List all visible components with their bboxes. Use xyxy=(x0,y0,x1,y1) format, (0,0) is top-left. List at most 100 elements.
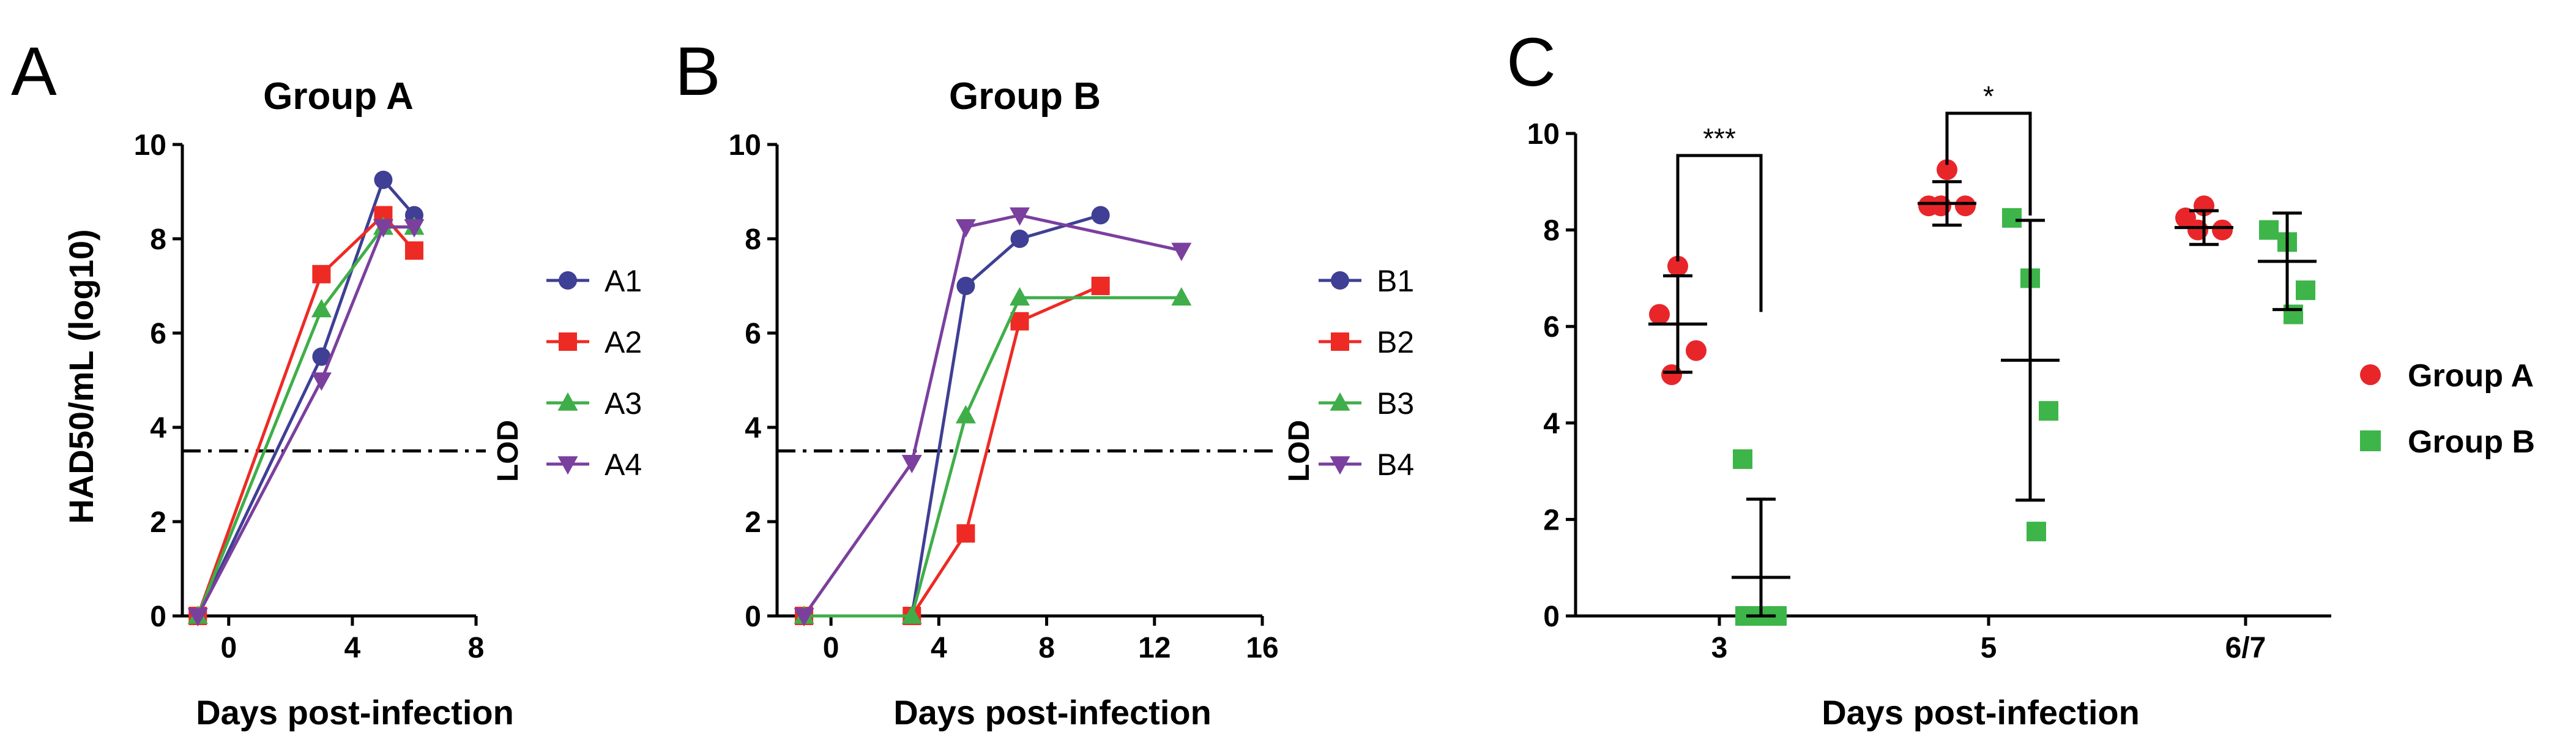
y-tick-label: 8 xyxy=(745,223,761,256)
y-tick-label: 6 xyxy=(745,318,761,350)
legend-label-b1: B1 xyxy=(1377,264,1414,298)
data-point-a4 xyxy=(187,608,208,627)
x-axis-label: Days post-infection xyxy=(1822,693,2140,732)
x-tick-label: 4 xyxy=(344,632,361,664)
data-point-b1 xyxy=(1091,206,1110,225)
y-tick-label: 8 xyxy=(150,223,166,256)
x-axis-label: Days post-infection xyxy=(893,693,1212,732)
legend-label-b2: B2 xyxy=(1377,325,1414,359)
x-tick-label: 0 xyxy=(220,632,237,664)
data-point-b4 xyxy=(794,608,814,627)
legend-marker-b3 xyxy=(1330,392,1350,411)
legend-marker-a3 xyxy=(557,392,578,411)
data-point-a4 xyxy=(311,372,332,391)
significance-bracket xyxy=(1945,111,2032,216)
panel-b-group-b-chart: Group B 0 2 4 6 8 10 0 4 8 12 16 Days post-infection… xyxy=(729,75,1415,732)
y-tick-label: 4 xyxy=(1543,408,1560,440)
series-line-a3 xyxy=(196,225,414,617)
data-point-group-a xyxy=(2212,219,2233,241)
y-tick-label: 4 xyxy=(150,412,166,445)
data-point-group-b xyxy=(2259,220,2279,240)
y-tick-label: 0 xyxy=(150,601,166,633)
series-line-a4 xyxy=(196,225,414,617)
chart-title: Group B xyxy=(949,75,1101,118)
data-point-group-a xyxy=(1649,304,1670,325)
data-point-group-b xyxy=(2039,401,2058,421)
data-point-a4 xyxy=(404,219,425,238)
panel-c-group-comparison-chart: 0 2 4 6 8 10 3 5 6/7 Days post-infection Group A Gr… xyxy=(1527,80,2535,732)
legend-label-group-b: Group B xyxy=(2408,424,2535,460)
data-point-group-a xyxy=(1937,159,1957,181)
legend-label-a4: A4 xyxy=(605,448,642,482)
data-point-a3 xyxy=(311,299,332,318)
data-point-group-a xyxy=(1686,340,1707,361)
x-tick-label: 0 xyxy=(823,632,839,664)
chart-title: Group A xyxy=(263,75,414,118)
y-tick-label: 2 xyxy=(745,506,761,539)
y-tick-label: 10 xyxy=(134,129,166,162)
series-line-a2 xyxy=(196,212,415,617)
legend-marker-b1 xyxy=(1331,271,1349,290)
legend-marker-b4 xyxy=(1330,456,1350,475)
x-tick-label: 16 xyxy=(1246,632,1278,664)
legend-label-b3: B3 xyxy=(1377,386,1414,421)
data-point-a2 xyxy=(404,241,423,260)
x-tick-label: 4 xyxy=(931,632,947,664)
x-tick-label: 8 xyxy=(468,632,485,664)
data-point-group-a xyxy=(1955,195,1976,217)
legend-label-a2: A2 xyxy=(605,325,642,359)
legend-marker-group-b xyxy=(2360,430,2381,451)
y-tick-label: 2 xyxy=(1543,504,1560,536)
series-line-b3 xyxy=(804,296,1182,618)
y-axis-label: HAD50/mL (log10) xyxy=(62,229,100,523)
lod-label: LOD xyxy=(1283,420,1316,482)
x-tick-label: 8 xyxy=(1038,632,1055,664)
panel-label-b: B xyxy=(675,33,721,110)
data-point-group-b xyxy=(2002,208,2022,228)
data-point-b1 xyxy=(956,277,975,295)
significance-bracket xyxy=(1676,154,1763,312)
data-point-b4 xyxy=(955,219,976,238)
data-point-group-b xyxy=(2027,522,2046,542)
data-point-group-b xyxy=(1733,449,1752,469)
legend-label-a3: A3 xyxy=(605,386,642,421)
panel-a-group-a-chart: Group A 0 2 4 6 8 10 0 4 8 Days post-infection LOD A… xyxy=(62,75,642,732)
legend-marker-group-a xyxy=(2360,364,2381,385)
data-point-b4 xyxy=(1010,207,1030,226)
legend-label-b4: B4 xyxy=(1377,448,1414,482)
x-tick-label: 12 xyxy=(1138,632,1171,664)
y-tick-label: 8 xyxy=(1543,215,1560,247)
data-point-b2 xyxy=(1010,312,1029,331)
data-point-b3 xyxy=(955,405,976,424)
data-point-group-b xyxy=(2296,280,2315,301)
legend-label-a1: A1 xyxy=(605,264,642,298)
legend-marker-a1 xyxy=(559,271,577,290)
data-point-b3 xyxy=(1171,287,1192,306)
legend-marker-a4 xyxy=(557,456,578,475)
x-tick-label: 3 xyxy=(1711,632,1728,664)
data-point-group-a xyxy=(1667,255,1688,277)
y-tick-label: 0 xyxy=(745,601,761,633)
data-point-a2 xyxy=(312,264,331,283)
y-tick-label: 2 xyxy=(150,506,166,539)
data-point-b3 xyxy=(901,605,922,624)
data-point-b1 xyxy=(1010,230,1029,248)
data-point-b2 xyxy=(1091,277,1110,295)
y-tick-label: 10 xyxy=(1527,118,1560,151)
significance-label: *** xyxy=(1703,122,1736,154)
legend-marker-a2 xyxy=(559,332,577,351)
data-point-b3 xyxy=(1010,287,1030,306)
data-point-a1 xyxy=(374,170,393,189)
y-tick-label: 4 xyxy=(745,412,761,445)
data-point-b4 xyxy=(1171,242,1192,261)
x-tick-label: 5 xyxy=(1981,632,1997,664)
x-tick-label: 6/7 xyxy=(2225,632,2266,664)
panel-label-c: C xyxy=(1506,24,1556,100)
data-point-a1 xyxy=(312,347,331,366)
y-tick-label: 0 xyxy=(1543,601,1560,633)
data-point-a4 xyxy=(373,219,393,238)
significance-label: * xyxy=(1983,80,1994,112)
y-tick-label: 10 xyxy=(729,129,761,162)
y-tick-label: 6 xyxy=(1543,311,1560,343)
